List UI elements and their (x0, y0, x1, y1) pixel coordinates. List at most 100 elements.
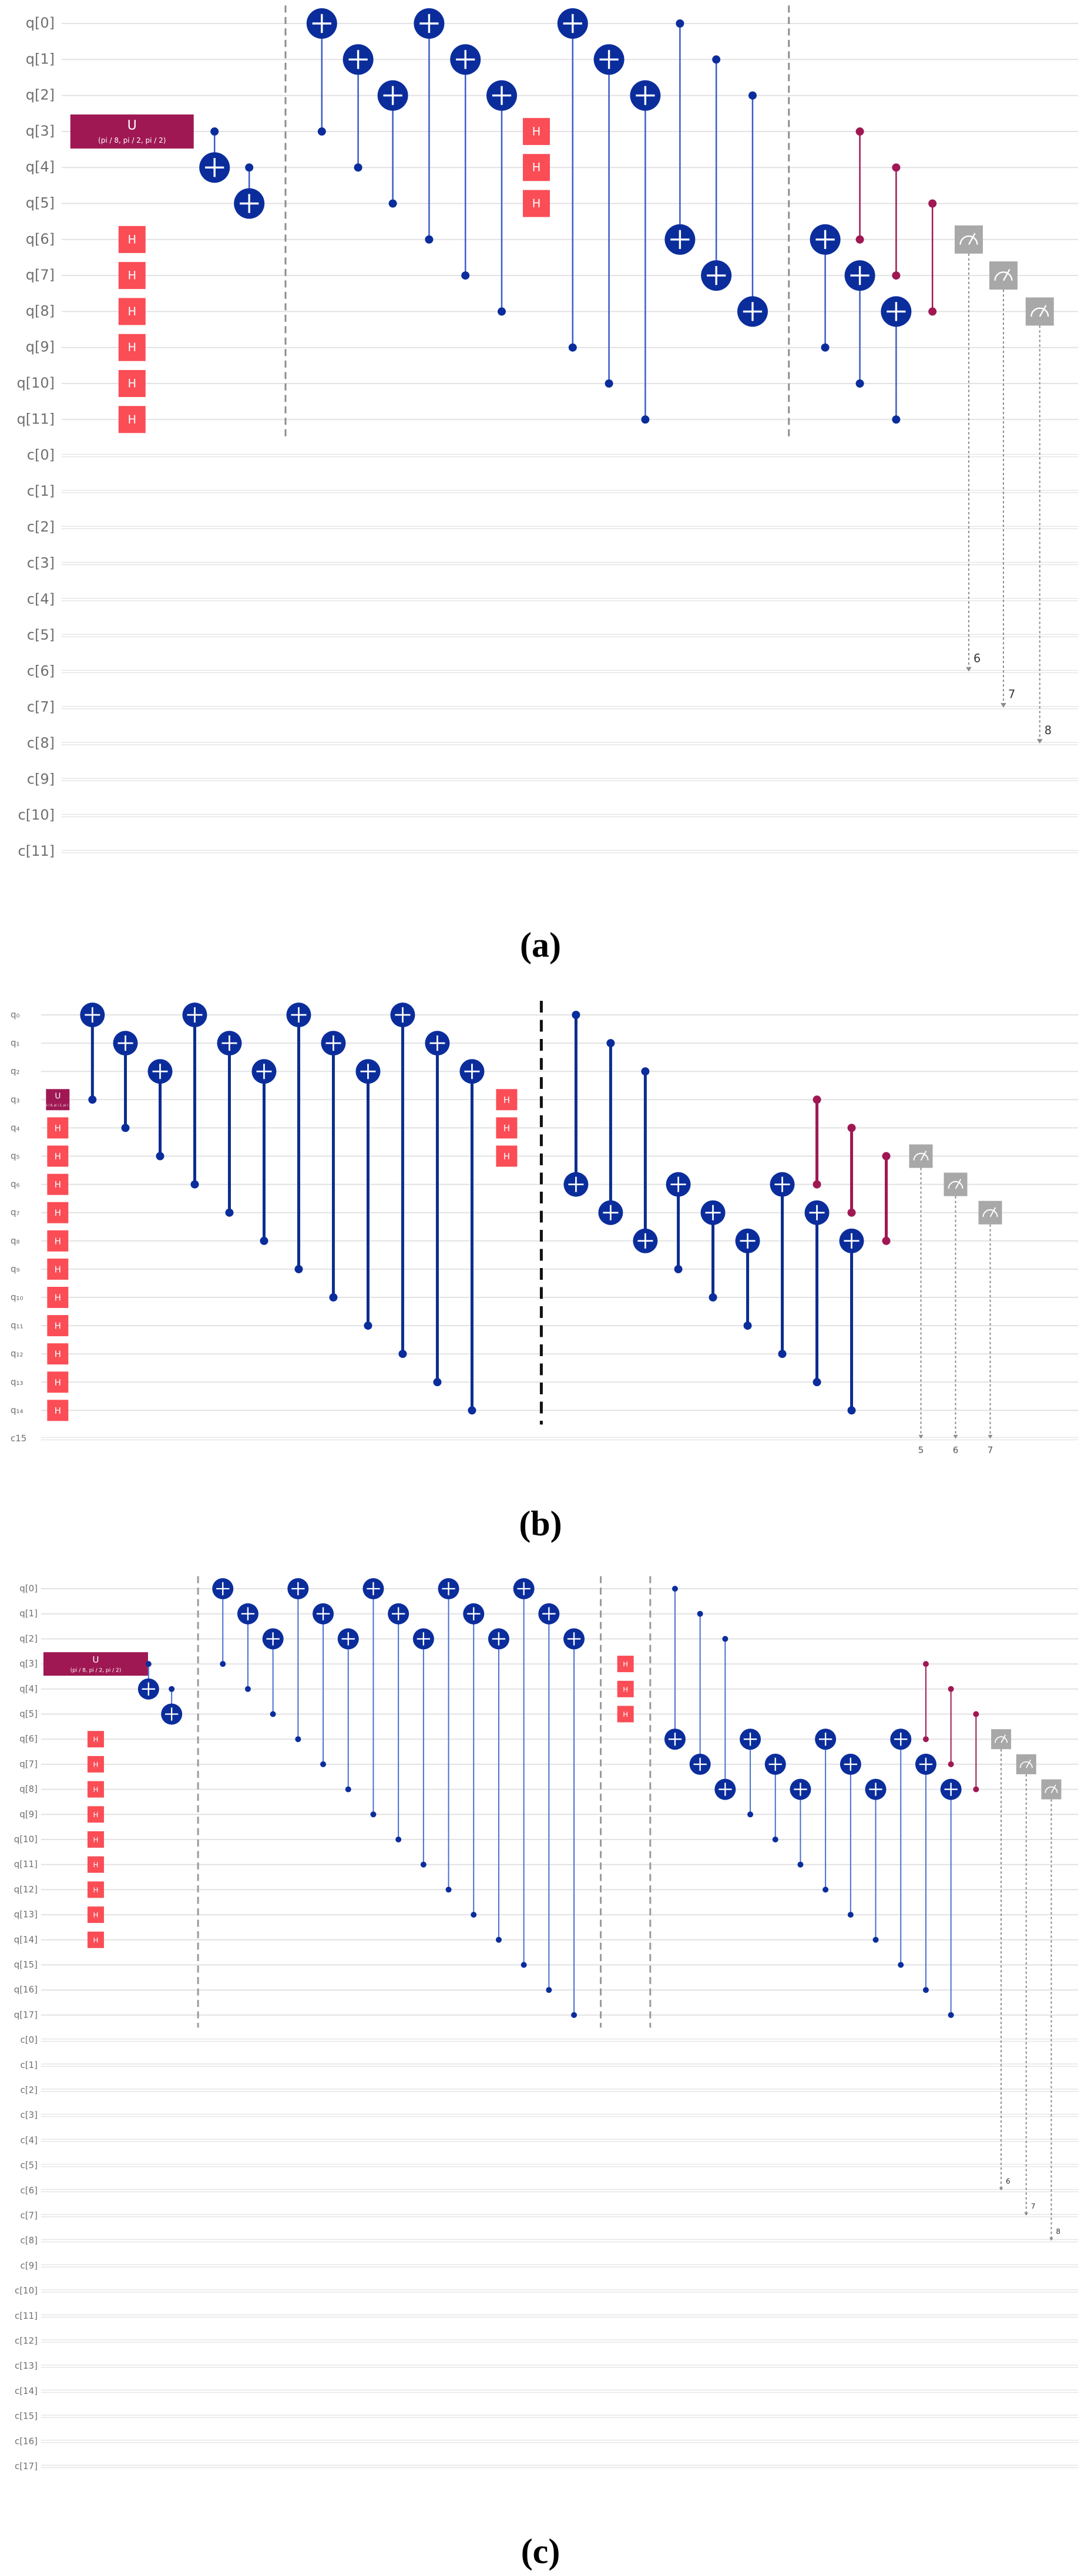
panel-caption: (b) (519, 1504, 562, 1543)
measure-arrow (918, 1435, 924, 1439)
h-gate-box (47, 1343, 69, 1365)
h-gate-label: H (55, 1151, 61, 1162)
measure-clbit-index: 7 (988, 1445, 993, 1455)
clbit-label: c[0] (21, 2034, 38, 2045)
cx-gate (80, 1003, 105, 1104)
h-gate: H (522, 117, 550, 145)
cx-control (571, 2012, 578, 2018)
h-gate: H (47, 1287, 69, 1308)
qubit-label: q₉ (11, 1263, 20, 1274)
qubit-label: q[12] (14, 1884, 38, 1895)
h-gate-label: H (503, 1095, 510, 1105)
h-gate-label: H (127, 413, 136, 426)
qubit-label: q[3] (26, 123, 55, 139)
h-gate: H (47, 1258, 69, 1280)
h-gate-box (496, 1145, 518, 1167)
qubit-label: q[2] (19, 1633, 38, 1644)
cx-control (855, 379, 864, 388)
h-gate: H (87, 1906, 104, 1923)
cx-gate (182, 1003, 207, 1189)
measure-needle (1039, 305, 1047, 317)
h-gate: H (118, 406, 146, 433)
measure-clbit-index: 6 (1006, 2177, 1010, 2185)
cx-gate (701, 55, 732, 291)
qubit-label: q₄ (11, 1122, 20, 1133)
clbit-label: c[5] (27, 627, 55, 643)
cx-gate (810, 224, 841, 352)
h-gate: H (87, 1806, 104, 1823)
cz-control (922, 1736, 929, 1743)
cx-gate (598, 1039, 623, 1225)
measure-arrow (1049, 2237, 1053, 2241)
h-gate-box (87, 1781, 104, 1798)
u-gate-box (43, 1652, 148, 1676)
h-gate-box (617, 1680, 634, 1697)
cx-gate (463, 1603, 485, 1918)
qubit-label: q₁ (11, 1038, 20, 1048)
h-gate: H (87, 1756, 104, 1773)
cx-control (672, 1586, 678, 1592)
qubit-label: q[1] (26, 51, 55, 67)
clbit-label: c[14] (15, 2386, 38, 2396)
clbit-label: c[10] (18, 807, 55, 823)
h-gate-box (87, 1856, 104, 1873)
cz-gate (882, 1152, 891, 1245)
cx-control (521, 1962, 527, 1968)
h-gate-label: H (503, 1151, 510, 1162)
cx-control (370, 1811, 377, 1818)
cx-gate (557, 8, 588, 352)
h-gate-label: H (93, 1736, 99, 1744)
h-gate: H (87, 1831, 104, 1848)
qubit-label: q₁₃ (11, 1377, 24, 1387)
h-gate-label: H (93, 1836, 99, 1844)
circuit-panel: q₀ q₁ q₂ q₃ q₄ q₅ q₆ q₇ q₈ q₉ q₁₀ q₁₁ q₁₂ q₁₃ q₁₄ c15 (b… (11, 1000, 1078, 1543)
h-gate-box (87, 1731, 104, 1748)
cx-gate (890, 1728, 912, 1968)
cx-control (354, 163, 362, 172)
cx-gate (212, 1578, 234, 1667)
h-gate-label: H (93, 1861, 99, 1869)
h-gate: H (47, 1315, 69, 1337)
cz-control (922, 1661, 929, 1667)
measure-box (1041, 1779, 1062, 1800)
cx-gate (321, 1031, 346, 1302)
panel-caption: (a) (520, 926, 561, 964)
measure-arrow (988, 1435, 993, 1439)
h-gate-label: H (55, 1349, 61, 1360)
h-gate-label: H (532, 197, 541, 210)
cz-control (847, 1124, 856, 1132)
cx-control (495, 1936, 502, 1943)
measure-gate: 6 (944, 1172, 968, 1455)
cx-control (388, 199, 397, 208)
u-gate: U (pi / 8, pi / 2, pi / 2) (70, 114, 194, 149)
cx-control (364, 1321, 372, 1330)
measure-arrow (999, 2187, 1003, 2191)
h-gate-label: H (55, 1264, 61, 1274)
measure-arrow (1001, 703, 1006, 708)
measure-meter (1019, 1761, 1033, 1768)
h-gate-box (87, 1756, 104, 1773)
qubit-label: q[14] (14, 1934, 38, 1945)
h-gate: H (617, 1680, 634, 1697)
cx-control (712, 55, 721, 64)
measure-box (909, 1144, 933, 1168)
measure-box (989, 261, 1018, 290)
cx-gate (355, 1059, 381, 1330)
cx-gate (362, 1578, 384, 1818)
cx-gate (735, 1228, 760, 1330)
measure-box (944, 1172, 968, 1196)
cx-control (674, 1265, 683, 1273)
measure-gate: 7 (978, 1200, 1002, 1455)
clbit-label: c[7] (27, 699, 55, 715)
clbit-label: c[16] (15, 2436, 38, 2446)
measure-meter (913, 1152, 929, 1161)
qubit-label: q[0] (19, 1583, 38, 1594)
cx-control (320, 1761, 327, 1767)
measure-meter (959, 235, 978, 245)
measure-clbit-index: 5 (918, 1445, 924, 1455)
h-gate-label: H (93, 1760, 99, 1768)
cx-gate (881, 296, 912, 424)
h-gate-label: H (623, 1685, 628, 1693)
u-gate-box (46, 1089, 70, 1111)
cx-control (847, 1912, 854, 1918)
